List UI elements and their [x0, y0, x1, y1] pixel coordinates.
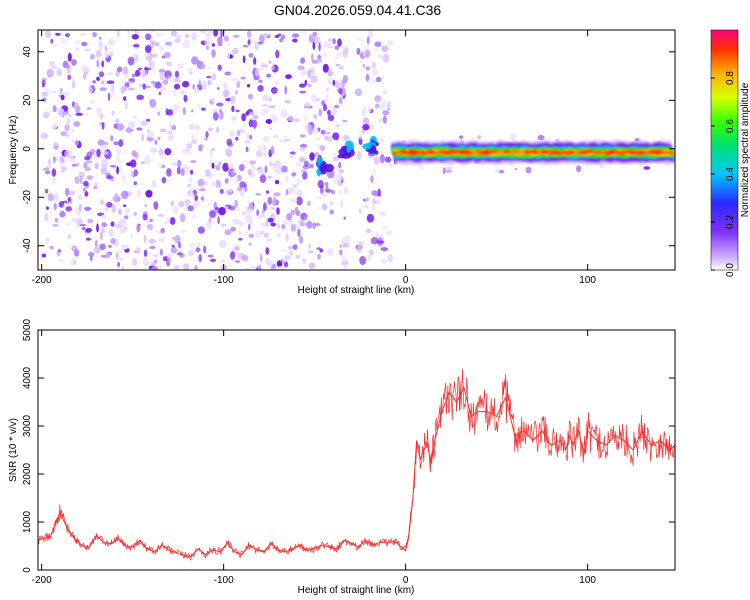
- colorbar-tick-label: 0.6: [725, 119, 736, 133]
- colorbar: 0.0 0.2 0.4 0.6 0.8 Normalized spectral ampl…: [710, 29, 750, 277]
- spectrogram-frame: [37, 29, 676, 271]
- spectrogram-y-tick-label: -20: [22, 190, 33, 205]
- colorbar-label: Normalized spectral amplitude: [740, 82, 750, 217]
- snr-y-ticks: 0 1000 2000 3000 4000 5000: [22, 318, 675, 573]
- spectrogram-noise: [39, 30, 351, 270]
- snr-x-tick-label: 100: [579, 575, 596, 586]
- snr-x-label: Height of straight line (km): [298, 585, 415, 596]
- snr-y-tick-label: 4000: [22, 366, 33, 389]
- snr-y-tick-label: 2000: [22, 462, 33, 485]
- spectrogram-x-tick-label: -100: [214, 275, 234, 286]
- spectrogram-y-ticks: -40 -20 0 20 40: [22, 46, 675, 253]
- colorbar-tick-label: 0.8: [725, 71, 736, 85]
- spectrogram-x-tick-label: 0: [403, 275, 409, 286]
- spectrogram-x-tick-label: -200: [32, 275, 52, 286]
- snr-series-noise: [38, 368, 675, 561]
- snr-background: [38, 330, 675, 570]
- snr-x-ticks: -200 -100 0 100: [32, 330, 596, 586]
- spectrogram-x-tick-label: 100: [579, 275, 596, 286]
- snr-y-tick-label: 1000: [22, 510, 33, 533]
- colorbar-gradient: [710, 29, 739, 271]
- spectrogram-y-tick-label: -40: [22, 238, 33, 253]
- spectrogram-x-label: Height of straight line (km): [298, 285, 415, 296]
- colorbar-tick-label: 0.4: [725, 167, 736, 181]
- snr-x-tick-label: -200: [32, 575, 52, 586]
- snr-frame: [37, 329, 676, 571]
- spectrogram-y-label: Frequency (Hz): [8, 116, 19, 185]
- snr-x-tick-label: 0: [403, 575, 409, 586]
- snr-panel: -200 -100 0 100 0 1000 2000 3000 4000 5000 Heigh…: [8, 318, 676, 596]
- spectrogram-noise: [354, 30, 394, 265]
- colorbar-tick-label: 0.0: [725, 263, 736, 277]
- spectrogram-blob: [362, 135, 379, 156]
- spectrogram-blob: [316, 155, 334, 177]
- spectrogram-x-ticks: -200 -100 0 100: [32, 30, 596, 286]
- colorbar-tick-label: 0.2: [725, 215, 736, 229]
- spectrogram-y-tick-label: 0: [22, 146, 33, 152]
- spectrogram-content: [39, 30, 675, 270]
- snr-y-tick-label: 0: [22, 567, 33, 573]
- spectrogram-y-tick-label: 40: [22, 46, 33, 58]
- spectrogram-y-tick-label: 20: [22, 94, 33, 106]
- chart-title: GN04.2026.059.04.41.C36: [273, 2, 442, 18]
- spectrogram-blob: [337, 140, 355, 159]
- snr-x-tick-label: -100: [214, 575, 234, 586]
- snr-y-label: SNR (10 * v/v): [8, 418, 19, 482]
- colorbar-ticks: 0.0 0.2 0.4 0.6 0.8: [711, 71, 736, 277]
- spectrogram-band: [391, 139, 675, 166]
- snr-y-tick-label: 3000: [22, 414, 33, 437]
- snr-y-tick-label: 5000: [22, 318, 33, 341]
